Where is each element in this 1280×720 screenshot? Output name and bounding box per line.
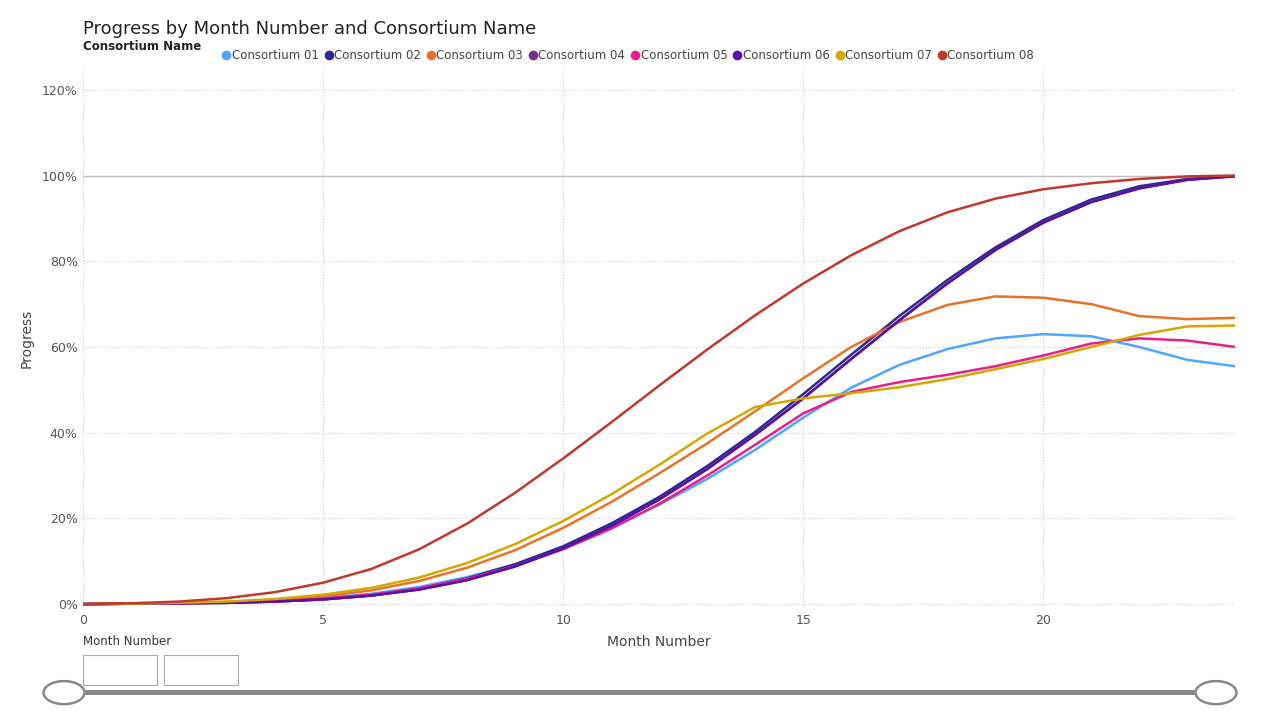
Legend: Consortium 01, Consortium 02, Consortium 03, Consortium 04, Consortium 05, Conso: Consortium 01, Consortium 02, Consortium…: [224, 49, 1034, 62]
Text: 0: 0: [116, 664, 124, 677]
Text: Progress by Month Number and Consortium Name: Progress by Month Number and Consortium …: [83, 20, 536, 38]
Text: Consortium Name: Consortium Name: [83, 40, 210, 53]
Text: Month Number: Month Number: [83, 635, 172, 648]
Text: 24: 24: [193, 664, 209, 677]
X-axis label: Month Number: Month Number: [608, 635, 710, 649]
Y-axis label: Progress: Progress: [19, 309, 33, 368]
